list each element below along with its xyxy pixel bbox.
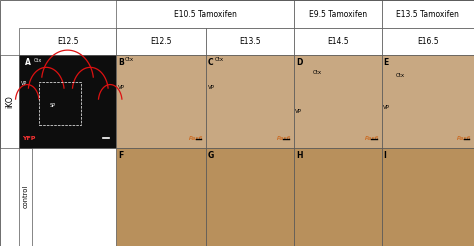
Bar [294, 55, 382, 148]
Bar [206, 148, 294, 246]
Text: control: control [23, 185, 28, 208]
Text: D: D [296, 58, 302, 67]
Text: C: C [208, 58, 214, 67]
Text: E16.5: E16.5 [417, 37, 438, 46]
Text: E10.5 Tamoxifen: E10.5 Tamoxifen [173, 10, 237, 19]
Text: Pax6: Pax6 [189, 137, 203, 141]
Bar [382, 148, 474, 246]
Text: B: B [118, 58, 124, 67]
Bar [294, 148, 382, 246]
Text: E13.5: E13.5 [239, 37, 261, 46]
Text: iKO: iKO [5, 95, 14, 108]
Text: Ctx: Ctx [396, 73, 405, 77]
Bar [0, 55, 19, 148]
Bar [116, 55, 206, 148]
Bar [294, 0, 382, 28]
Bar [116, 0, 294, 28]
Bar [382, 28, 474, 55]
Text: VP: VP [118, 85, 125, 90]
Bar [116, 28, 206, 55]
Text: VP: VP [383, 105, 390, 109]
Text: YFP: YFP [22, 137, 35, 141]
Bar [206, 28, 294, 55]
Text: Ctx: Ctx [313, 70, 322, 75]
Text: G: G [208, 151, 214, 160]
Bar [116, 148, 206, 246]
Bar [39, 82, 81, 125]
Text: Ctx: Ctx [215, 57, 224, 62]
Text: VP: VP [295, 109, 302, 114]
Text: A: A [25, 58, 31, 67]
Text: H: H [296, 151, 302, 160]
Text: E12.5: E12.5 [57, 37, 78, 46]
Text: Pax6: Pax6 [365, 137, 379, 141]
Text: VP: VP [21, 81, 27, 86]
Text: E12.5: E12.5 [150, 37, 172, 46]
Text: VP: VP [208, 85, 215, 90]
Text: E13.5 Tamoxifen: E13.5 Tamoxifen [396, 10, 459, 19]
Text: F: F [118, 151, 123, 160]
Text: E: E [383, 58, 389, 67]
Bar [19, 28, 116, 55]
Text: E9.5 Tamoxifen: E9.5 Tamoxifen [309, 10, 367, 19]
Bar [294, 28, 382, 55]
Bar [19, 148, 32, 246]
Text: E14.5: E14.5 [327, 37, 348, 46]
Text: Pax6: Pax6 [457, 137, 471, 141]
Text: Ctx: Ctx [125, 57, 134, 62]
Bar [382, 55, 474, 148]
Text: Ctx: Ctx [34, 58, 42, 63]
Text: I: I [383, 151, 386, 160]
Bar [206, 55, 294, 148]
Bar [19, 55, 116, 148]
Bar [382, 0, 474, 28]
Text: Pax6: Pax6 [277, 137, 291, 141]
Text: SP: SP [50, 103, 56, 108]
